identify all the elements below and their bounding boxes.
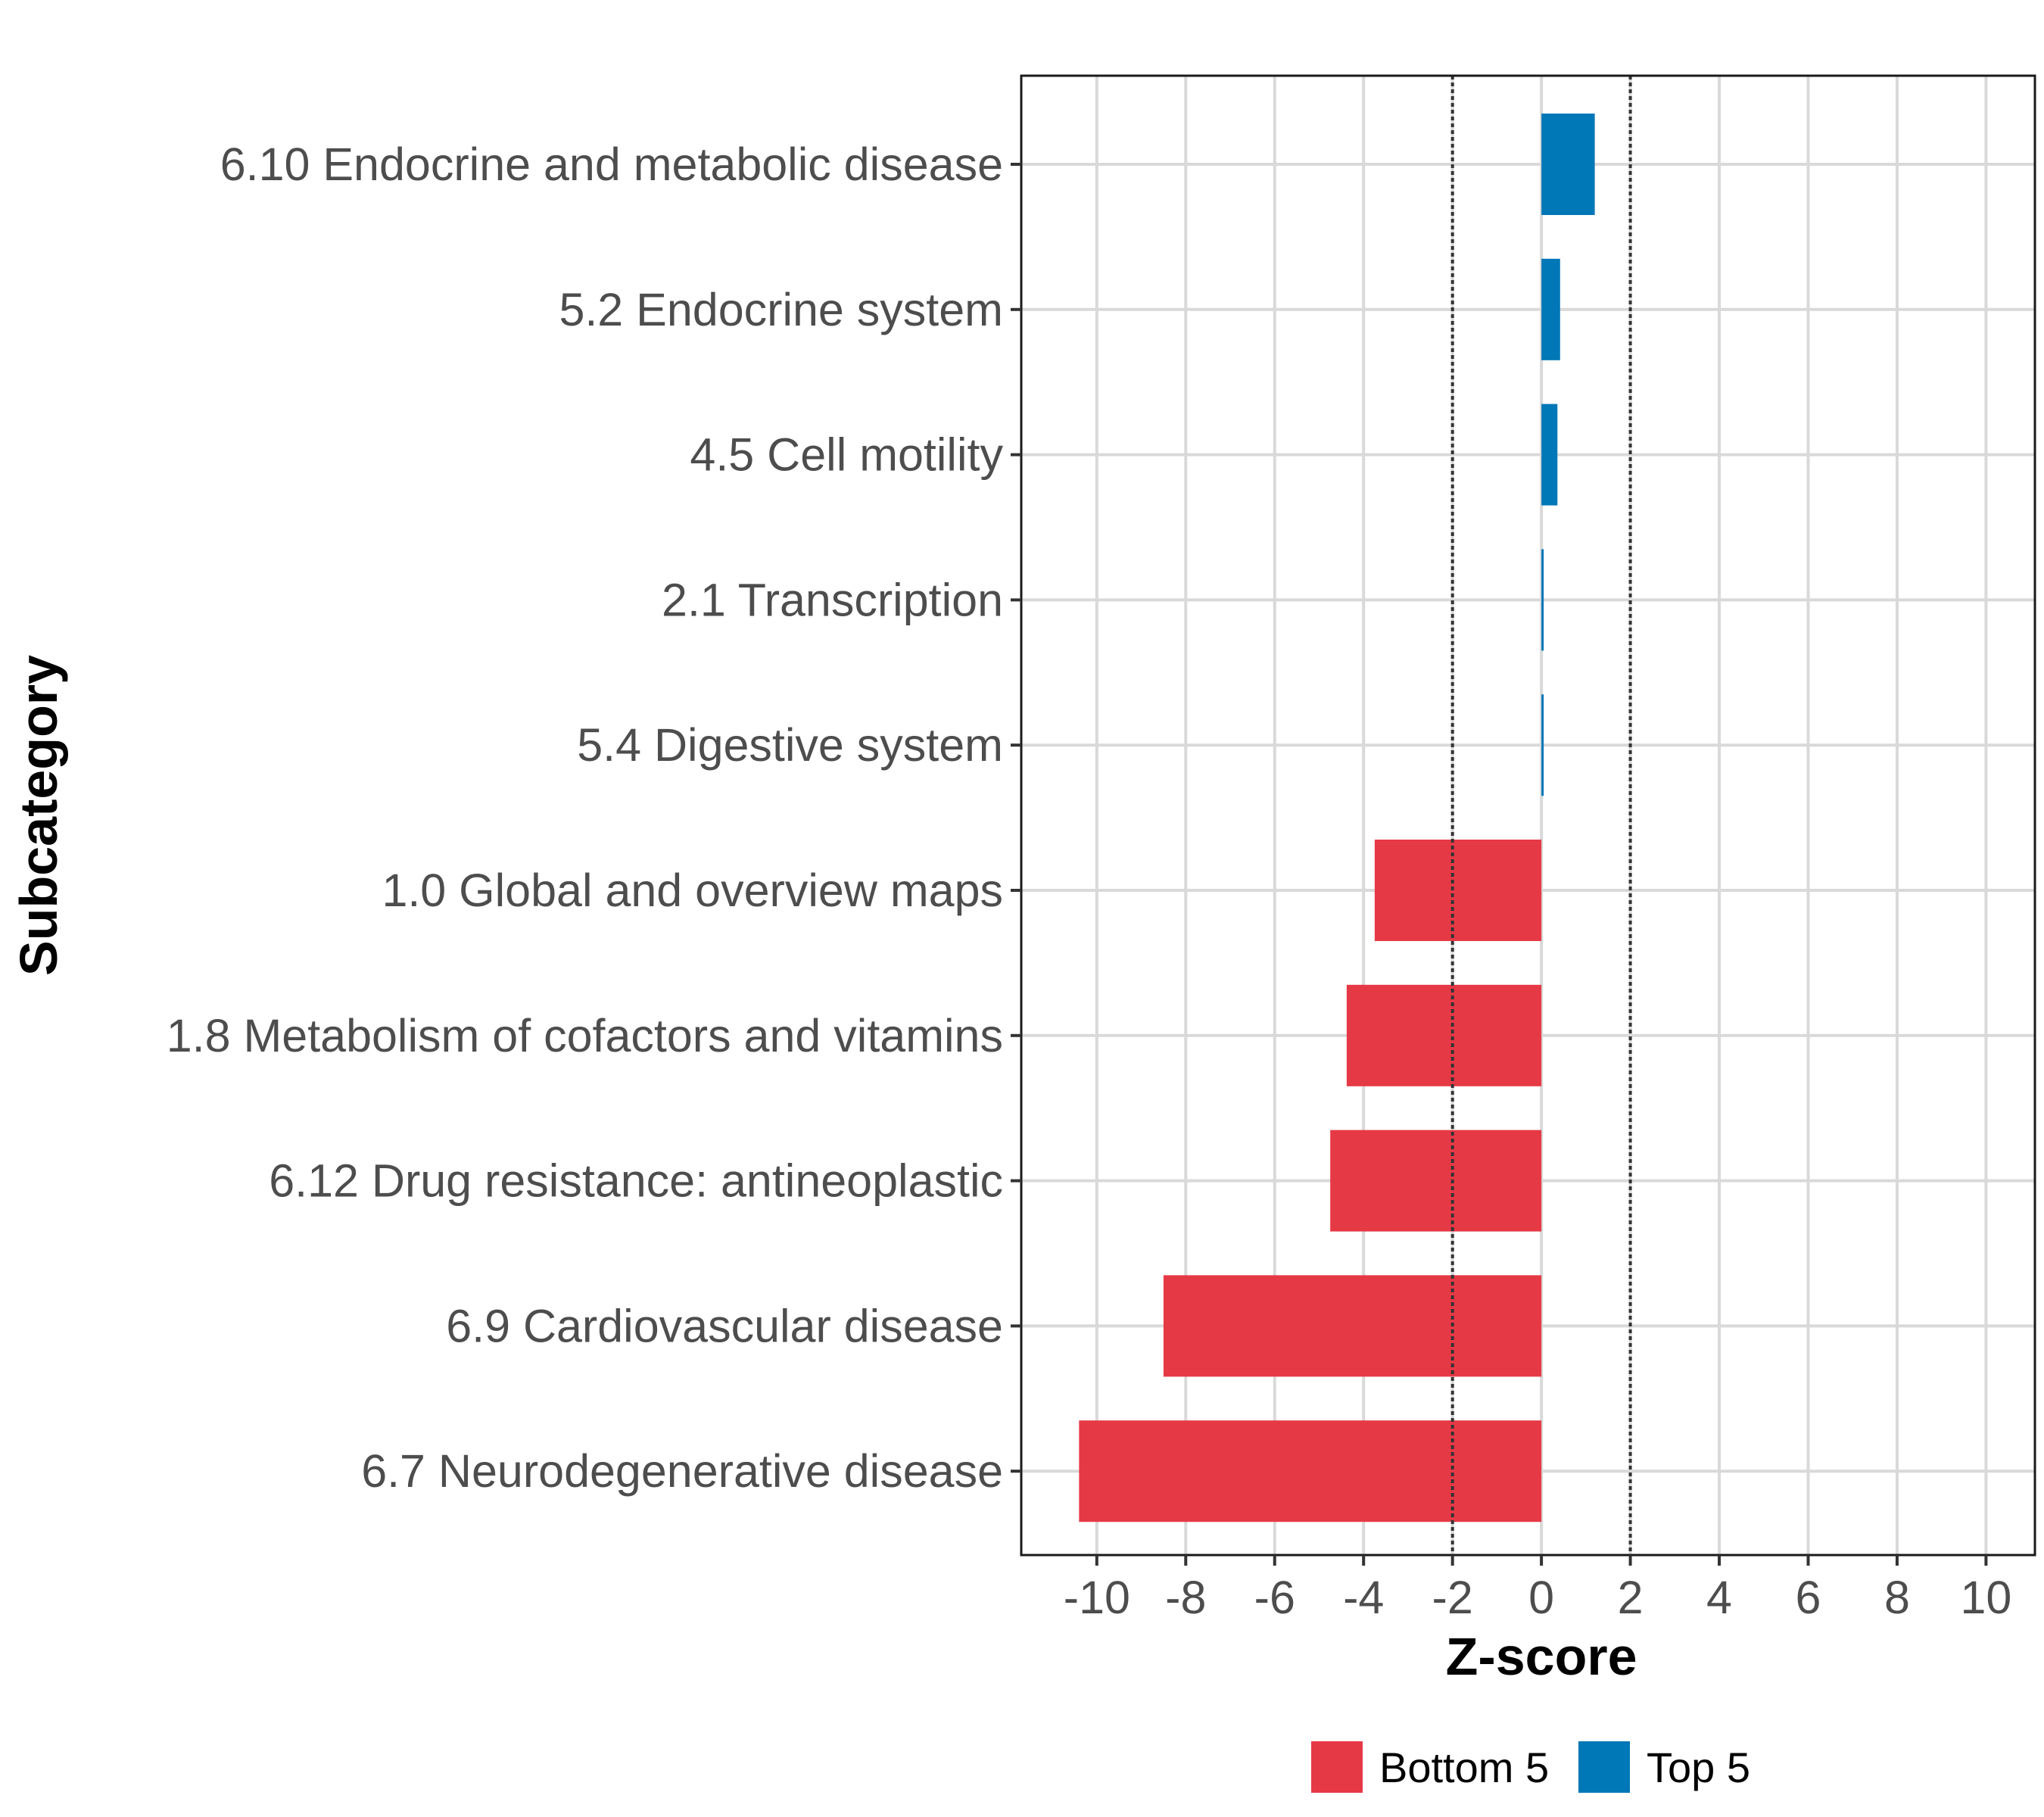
bars <box>1079 114 1595 1522</box>
y-axis: 6.10 Endocrine and metabolic disease 5.2 … <box>167 139 1021 1497</box>
bar-1 <box>1541 114 1595 215</box>
bar-2 <box>1541 258 1560 360</box>
gridlines <box>1021 76 2035 1555</box>
reference-lines <box>1450 76 1632 1555</box>
category-label: 5.2 Endocrine system <box>559 284 1003 335</box>
x-axis-title: Z-score <box>1446 1627 1637 1686</box>
x-tick-label: -4 <box>1343 1572 1384 1623</box>
legend-swatch-bottom <box>1311 1741 1363 1793</box>
category-label: 1.0 Global and overview maps <box>382 865 1003 916</box>
legend: Bottom 5 Top 5 <box>1311 1741 1750 1793</box>
category-label: 6.9 Cardiovascular disease <box>446 1300 1003 1351</box>
bar-7 <box>1346 984 1542 1086</box>
y-axis-title: Subcategory <box>9 655 68 976</box>
bar-6 <box>1374 840 1542 941</box>
x-axis: -10 -8 -6 -4 -2 0 2 4 6 8 10 <box>1064 1555 2011 1623</box>
bar-5 <box>1541 694 1544 796</box>
legend-label-bottom: Bottom 5 <box>1379 1744 1549 1791</box>
legend-swatch-top <box>1578 1741 1630 1793</box>
category-label: 6.12 Drug resistance: antineoplastic <box>269 1155 1003 1207</box>
x-tick-label: 0 <box>1528 1572 1554 1623</box>
legend-label-top: Top 5 <box>1647 1744 1750 1791</box>
category-label: 1.8 Metabolism of cofactors and vitamins <box>167 1010 1003 1061</box>
category-label: 2.1 Transcription <box>662 574 1003 625</box>
bar-8 <box>1330 1130 1542 1232</box>
x-tick-label: 6 <box>1796 1572 1821 1623</box>
x-tick-label: 4 <box>1706 1572 1732 1623</box>
bar-10 <box>1079 1420 1542 1522</box>
bar-4 <box>1541 549 1544 651</box>
x-tick-label: 2 <box>1618 1572 1644 1623</box>
bar-9 <box>1163 1275 1542 1377</box>
x-tick-label: 10 <box>1960 1572 2011 1623</box>
category-label: 5.4 Digestive system <box>577 719 1003 771</box>
category-label: 6.7 Neurodegenerative disease <box>361 1445 1003 1497</box>
bar-3 <box>1541 404 1558 506</box>
x-tick-label: -2 <box>1432 1572 1473 1623</box>
x-tick-label: -6 <box>1254 1572 1295 1623</box>
x-tick-label: -8 <box>1165 1572 1206 1623</box>
panel-border <box>1020 74 2036 1557</box>
category-label: 4.5 Cell motility <box>690 429 1003 481</box>
category-label: 6.10 Endocrine and metabolic disease <box>220 139 1003 190</box>
x-tick-label: -10 <box>1064 1572 1130 1623</box>
x-tick-label: 8 <box>1884 1572 1910 1623</box>
